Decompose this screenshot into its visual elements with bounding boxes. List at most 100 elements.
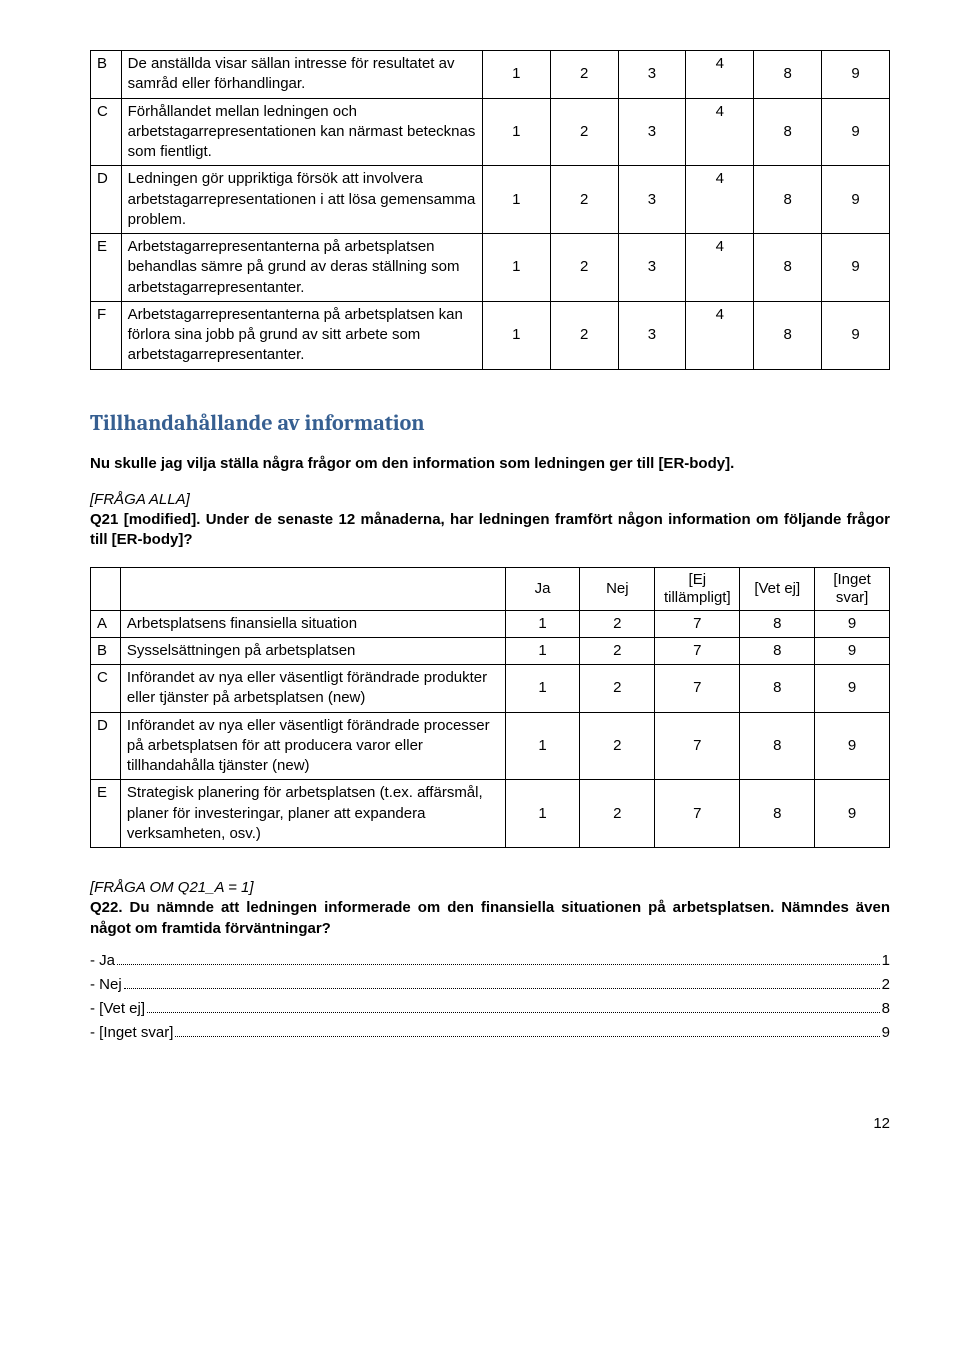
answer-label: - Ja <box>90 949 115 973</box>
table-row: AArbetsplatsens finansiella situation127… <box>91 610 890 637</box>
column-header: [Vet ej] <box>740 567 815 610</box>
row-text: Ledningen gör uppriktiga försök att invo… <box>121 166 482 234</box>
row-letter: E <box>91 780 121 848</box>
table-cell: 8 <box>754 98 822 166</box>
table-row: EStrategisk planering för arbetsplatsen … <box>91 780 890 848</box>
table-cell: 1 <box>505 665 580 713</box>
table-cell: 9 <box>822 98 890 166</box>
table-row: BDe anställda visar sällan intresse för … <box>91 51 890 99</box>
answer-value: 1 <box>882 949 890 973</box>
table-cell: 9 <box>815 665 890 713</box>
table-cell: 2 <box>580 637 655 664</box>
answer-option: - [Inget svar]9 <box>90 1021 890 1045</box>
q22-prefix: Q22. <box>90 899 130 916</box>
table-cell: 9 <box>822 51 890 99</box>
table-cell: 2 <box>550 234 618 302</box>
table-cell: 9 <box>822 234 890 302</box>
table-cell: 2 <box>550 98 618 166</box>
table-cell: 8 <box>740 665 815 713</box>
dotted-leader <box>117 951 880 965</box>
table-cell: 8 <box>754 166 822 234</box>
empty-cell <box>91 567 121 610</box>
table-cell: 1 <box>482 234 550 302</box>
table-cell: 9 <box>815 780 890 848</box>
answer-list: - Ja 1 - Nej 2- [Vet ej]8- [Inget svar]9 <box>90 949 890 1045</box>
table-cell: 1 <box>482 166 550 234</box>
page-number: 12 <box>90 1115 890 1132</box>
table-cell: 8 <box>754 51 822 99</box>
row-letter: D <box>91 166 122 234</box>
table-cell: 3 <box>618 234 686 302</box>
table-cell: 2 <box>550 51 618 99</box>
row-letter: D <box>91 712 121 780</box>
answer-value: 2 <box>882 973 890 997</box>
table-row: DLedningen gör uppriktiga försök att inv… <box>91 166 890 234</box>
dotted-leader <box>147 999 880 1013</box>
table-row: EArbetstagarrepresentanterna på arbetspl… <box>91 234 890 302</box>
table-cell: 1 <box>505 712 580 780</box>
table-row: FArbetstagarrepresentanterna på arbetspl… <box>91 301 890 369</box>
table-cell: 1 <box>505 610 580 637</box>
table-cell: 9 <box>815 637 890 664</box>
table-header-row: JaNej[Ej tillämpligt][Vet ej][Inget svar… <box>91 567 890 610</box>
row-text: Arbetstagarrepresentanterna på arbetspla… <box>121 234 482 302</box>
empty-cell <box>120 567 505 610</box>
table-cell: 3 <box>618 301 686 369</box>
column-header: [Inget svar] <box>815 567 890 610</box>
q22-question: Q22. Du nämnde att ledningen informerade… <box>90 898 890 939</box>
table-q21: JaNej[Ej tillämpligt][Vet ej][Inget svar… <box>90 567 890 849</box>
table-cell: 8 <box>740 712 815 780</box>
table-cell: 2 <box>580 665 655 713</box>
table-cell: 7 <box>655 637 740 664</box>
table-cell: 3 <box>618 51 686 99</box>
table-cell: 4 <box>686 166 754 234</box>
q22-text: Du nämnde att ledningen informerade om d… <box>90 899 890 936</box>
row-text: Införandet av nya eller väsentligt förän… <box>120 712 505 780</box>
intro-paragraph: Nu skulle jag vilja ställa några frågor … <box>90 454 890 474</box>
row-text: Införandet av nya eller väsentligt förän… <box>120 665 505 713</box>
table-cell: 9 <box>815 610 890 637</box>
table-row: BSysselsättningen på arbetsplatsen12789 <box>91 637 890 664</box>
answer-option: - Ja 1 <box>90 949 890 973</box>
table-cell: 1 <box>482 51 550 99</box>
answer-label: - Nej <box>90 973 122 997</box>
table-cell: 4 <box>686 51 754 99</box>
row-text: De anställda visar sällan intresse för r… <box>121 51 482 99</box>
table-cell: 4 <box>686 98 754 166</box>
table-cell: 4 <box>686 301 754 369</box>
table-cell: 7 <box>655 780 740 848</box>
section-heading: Tillhandahållande av information <box>90 410 890 436</box>
fraga-alla-label: [FRÅGA ALLA] <box>90 490 890 510</box>
table-cell: 2 <box>580 712 655 780</box>
answer-option: - [Vet ej]8 <box>90 997 890 1021</box>
column-header: [Ej tillämpligt] <box>655 567 740 610</box>
q21-text: Under de senaste 12 månaderna, har ledni… <box>90 511 890 548</box>
table-row: CFörhållandet mellan ledningen och arbet… <box>91 98 890 166</box>
answer-value: 8 <box>882 997 890 1021</box>
table-cell: 3 <box>618 98 686 166</box>
row-letter: B <box>91 51 122 99</box>
row-text: Förhållandet mellan ledningen och arbets… <box>121 98 482 166</box>
answer-value: 9 <box>882 1021 890 1045</box>
table-cell: 9 <box>822 301 890 369</box>
table-row: DInförandet av nya eller väsentligt förä… <box>91 712 890 780</box>
table-cell: 9 <box>815 712 890 780</box>
table-cell: 7 <box>655 712 740 780</box>
table-cell: 1 <box>482 301 550 369</box>
table-cell: 1 <box>505 780 580 848</box>
dotted-leader <box>124 975 880 989</box>
table-cell: 4 <box>686 234 754 302</box>
column-header: Nej <box>580 567 655 610</box>
table-cell: 8 <box>740 780 815 848</box>
table-cell: 1 <box>505 637 580 664</box>
dotted-leader <box>175 1023 879 1037</box>
row-letter: B <box>91 637 121 664</box>
table-cell: 2 <box>580 780 655 848</box>
table-cell: 8 <box>740 637 815 664</box>
table-cell: 2 <box>580 610 655 637</box>
table-q20: BDe anställda visar sällan intresse för … <box>90 50 890 370</box>
q21-prefix: Q21 [modified]. <box>90 511 206 528</box>
column-header: Ja <box>505 567 580 610</box>
row-letter: F <box>91 301 122 369</box>
q22-condition: [FRÅGA OM Q21_A = 1] <box>90 878 890 898</box>
